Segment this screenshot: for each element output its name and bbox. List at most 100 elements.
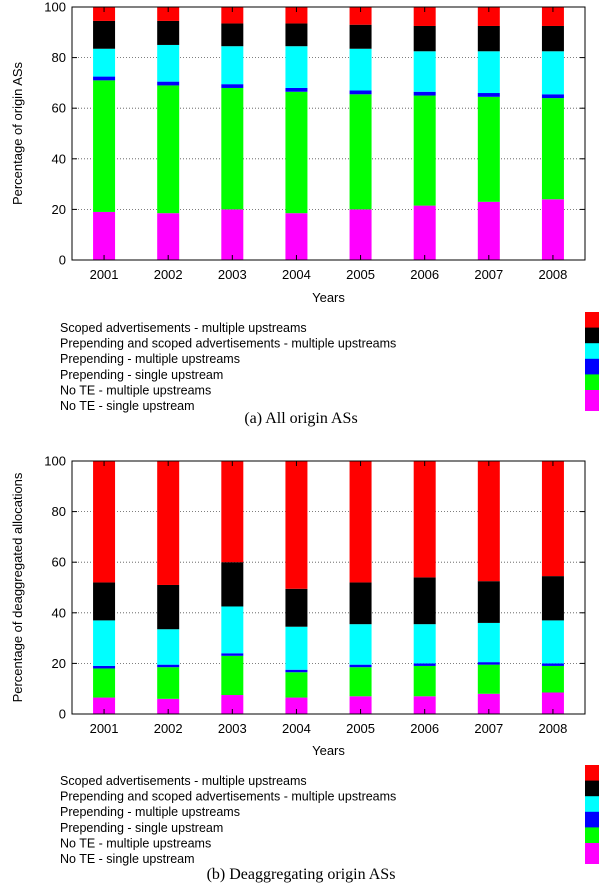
bar-segment	[413, 91, 436, 96]
bar-segment	[93, 7, 116, 21]
legend-swatch	[585, 843, 599, 864]
bar-segment	[157, 44, 180, 82]
bar-segment	[285, 23, 308, 47]
x-tick-label: 2007	[474, 267, 503, 282]
x-tick-label: 2002	[154, 721, 183, 736]
bar-segment	[93, 620, 116, 666]
bar-segment	[413, 25, 436, 52]
x-tick-label: 2006	[410, 267, 439, 282]
x-tick-label: 2001	[90, 267, 119, 282]
y-tick-label: 60	[52, 555, 66, 570]
legend-label: No TE - multiple upstreams	[60, 836, 211, 850]
bar-segment	[349, 48, 372, 91]
y-tick-label: 0	[59, 253, 66, 268]
legend-swatch	[585, 390, 599, 411]
y-tick-label: 60	[52, 101, 66, 116]
bar-segment	[541, 51, 564, 95]
x-tick-label: 2006	[410, 721, 439, 736]
chart-panel-2: 0 20 40 60 80 100 2001 2002 2003 2004 2005 2006 2007…	[10, 454, 599, 883]
bar-segment	[221, 695, 244, 714]
bar-segment	[541, 94, 564, 99]
bar-segment	[285, 213, 308, 260]
bar-segment	[157, 20, 180, 45]
y-tick-label: 40	[52, 151, 66, 166]
bar-segment	[221, 653, 244, 656]
bar-segment	[93, 582, 116, 621]
bar-segment	[157, 584, 180, 630]
bar-segment	[221, 606, 244, 654]
x-tick-label: 2005	[346, 267, 375, 282]
y-axis-label: Percentage of origin ASs	[10, 61, 25, 205]
bar-segment	[93, 20, 116, 49]
x-tick-label: 2004	[282, 721, 311, 736]
bar-segment	[413, 663, 436, 666]
bar-segment	[93, 697, 116, 714]
bar-segment	[477, 25, 500, 52]
bar-segment	[285, 46, 308, 88]
bar-segment	[157, 698, 180, 714]
x-tick-label: 2005	[346, 721, 375, 736]
legend: Scoped advertisements - multiple upstrea…	[60, 312, 599, 413]
bar-segment	[221, 87, 244, 210]
bar-segment	[221, 461, 244, 563]
bar-segment	[413, 696, 436, 714]
plot-frame	[71, 6, 586, 261]
bar-segment	[157, 667, 180, 699]
y-tick-label: 0	[59, 707, 66, 722]
bar-segment	[541, 665, 564, 693]
bar-segment	[157, 7, 180, 21]
x-tick-label: 2002	[154, 267, 183, 282]
bar-segment	[413, 95, 436, 206]
bar-segment	[477, 461, 500, 582]
bar-segment	[541, 7, 564, 26]
bar-segment	[157, 85, 180, 214]
bar-segment	[413, 51, 436, 92]
x-axis-label: Years	[312, 743, 345, 758]
bar-segment	[157, 81, 180, 86]
bar-segment	[477, 96, 500, 202]
bar-segment	[541, 199, 564, 260]
bar-segment	[349, 24, 372, 49]
legend-label: Scoped advertisements - multiple upstrea…	[60, 774, 307, 788]
bar-segment	[157, 664, 180, 668]
bar-segment	[221, 562, 244, 607]
x-axis-label: Years	[312, 290, 345, 305]
bar-segment	[221, 46, 244, 85]
bar-segment	[413, 624, 436, 664]
legend-label: Prepending - single upstream	[60, 821, 223, 835]
bar-segment	[285, 87, 308, 92]
bar-segment	[541, 576, 564, 621]
bar-segment	[349, 90, 372, 95]
bar-segment	[93, 461, 116, 583]
y-tick-label: 100	[44, 454, 66, 469]
y-tick-label: 20	[52, 202, 66, 217]
bar-segment	[541, 692, 564, 714]
bar-segment	[477, 51, 500, 94]
bar-segment	[413, 665, 436, 697]
bar-segment	[349, 461, 372, 583]
y-tick-label: 100	[44, 0, 66, 15]
bar-segment	[93, 48, 116, 77]
legend-label: No TE - multiple upstreams	[60, 383, 211, 397]
y-axis-label: Percentage of deaggregated allocations	[10, 472, 25, 702]
legend-label: No TE - single upstream	[60, 852, 195, 866]
bar-segment	[477, 581, 500, 623]
bar-segment	[285, 669, 308, 673]
bar-segment	[477, 693, 500, 714]
bar-segment	[541, 25, 564, 52]
bar-segment	[477, 662, 500, 665]
bar-segment	[349, 209, 372, 260]
chart-panel-1: 0 20 40 60 80 100 2001 2002 2003 2004 2005 2006 2007…	[10, 0, 599, 427]
bar-segment	[93, 668, 116, 698]
y-tick-label: 20	[52, 656, 66, 671]
bar-segment	[157, 629, 180, 665]
bar-segment	[413, 205, 436, 260]
bar-segment	[349, 667, 372, 697]
x-tick-label: 2004	[282, 267, 311, 282]
bar-segment	[93, 211, 116, 260]
bar-segment	[221, 209, 244, 260]
bar-segment	[349, 696, 372, 714]
x-tick-label: 2008	[538, 721, 567, 736]
plot-frame	[71, 460, 586, 715]
